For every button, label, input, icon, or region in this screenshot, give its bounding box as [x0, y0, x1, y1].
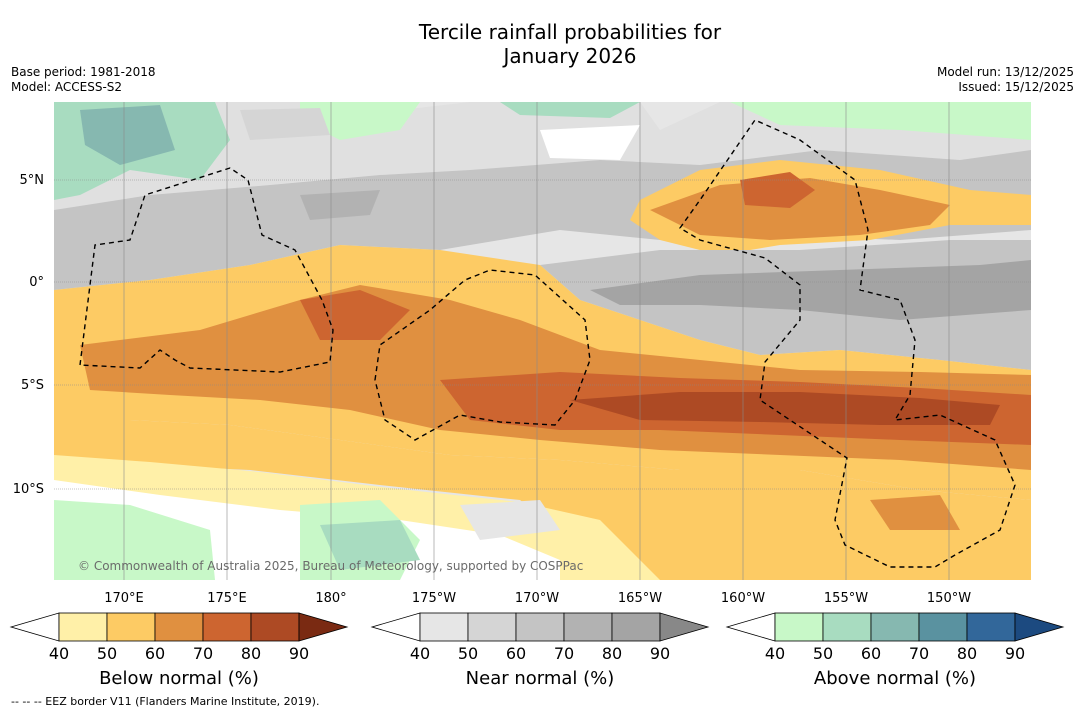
- near-normal-darker-1: [300, 190, 380, 220]
- model-run-date: Model run: 13/12/2025: [936, 65, 1074, 79]
- above-normal-north-1: [300, 102, 420, 140]
- left-metadata: Base period: 1981-2018 Model: ACCESS-S2: [11, 65, 156, 95]
- above-normal-colorbar-tick: 50: [813, 644, 833, 663]
- gridlines: [54, 102, 1031, 580]
- lon-label-175w: 175°W: [412, 591, 456, 606]
- above-normal-colorbar-segment: [822, 612, 872, 642]
- lon-label-180: 180°: [315, 591, 346, 606]
- title-line-2: January 2026: [503, 44, 637, 68]
- near-normal-colorbar-segment: [563, 612, 613, 642]
- lat-label-equator: 0°: [29, 275, 44, 290]
- eez-central: [374, 269, 591, 441]
- lon-label-170e: 170°E: [104, 591, 144, 606]
- below-normal-colorbar-segment: [106, 612, 156, 642]
- below-normal-colorbar-tick: 40: [49, 644, 69, 663]
- lon-label-165w: 165°W: [618, 591, 662, 606]
- above-normal-colorbar-tick: 90: [1005, 644, 1025, 663]
- lon-label-170w: 170°W: [515, 591, 559, 606]
- above-normal-colorbar-segment: [966, 612, 1016, 642]
- near-normal-colorbar-tick: 80: [602, 644, 622, 663]
- lat-label-5n: 5°N: [20, 173, 45, 188]
- above-normal-north-3: [730, 102, 1031, 140]
- near-normal-colorbar-segment: [467, 612, 517, 642]
- above-normal-colorbar-segment: [774, 612, 824, 642]
- above-normal-colorbar-label: Above normal (%): [814, 668, 976, 689]
- above-normal-colorbar-segment: [870, 612, 920, 642]
- above-normal-colorbar: 40 50 60 70 80 90 Above normal (%): [725, 612, 1065, 689]
- above-normal-colorbar-segment: [918, 612, 968, 642]
- below-normal-colorbar-under-arrow: [9, 612, 60, 642]
- base-period: Base period: 1981-2018: [11, 65, 156, 79]
- near-normal-colorbar-tick: 70: [554, 644, 574, 663]
- below-normal-colorbar-segment: [202, 612, 252, 642]
- eez-borders: [79, 119, 1016, 568]
- lat-label-5s: 5°S: [21, 378, 44, 393]
- above-normal-sw: [54, 500, 215, 580]
- below-normal-colorbar-tick: 50: [97, 644, 117, 663]
- map-title: Tercile rainfall probabilities for Janua…: [0, 20, 1085, 68]
- map-area: [54, 102, 1031, 580]
- near-normal-colorbar-tick: 40: [410, 644, 430, 663]
- above-normal-colorbar-tick: 60: [861, 644, 881, 663]
- below-normal-colorbar-segment: [154, 612, 204, 642]
- near-normal-colorbar-label: Near normal (%): [466, 668, 615, 689]
- near-normal-colorbar-segment: [515, 612, 565, 642]
- below-normal-peak: [570, 392, 1000, 425]
- below-normal-colorbar-tick: 80: [241, 644, 261, 663]
- below-normal-colorbar-over-arrow: [298, 612, 349, 642]
- below-normal-north-peak: [740, 172, 815, 208]
- above-normal-colorbar-over-arrow: [1014, 612, 1065, 642]
- below-normal-se-patch: [870, 495, 960, 530]
- grey-patch-1: [240, 108, 330, 140]
- below-normal-colorbar: 40 50 60 70 80 90 Below normal (%): [9, 612, 349, 689]
- near-normal-colorbar-segment: [419, 612, 469, 642]
- near-normal-east-core: [590, 260, 1031, 320]
- above-normal-north-2: [500, 102, 640, 118]
- above-normal-nw-core: [80, 105, 175, 165]
- eez-legend-note: -- -- -- EEZ border V11 (Flanders Marine…: [11, 695, 320, 708]
- lon-label-160w: 160°W: [721, 591, 765, 606]
- below-normal-colorbar-segment: [250, 612, 300, 642]
- below-normal-south: [54, 420, 1031, 580]
- copyright-notice: © Commonwealth of Australia 2025, Bureau…: [78, 559, 583, 573]
- issued-date: Issued: 15/12/2025: [958, 80, 1074, 94]
- near-normal-colorbar-tick: 50: [458, 644, 478, 663]
- eez-west: [79, 167, 334, 373]
- near-normal-colorbar-under-arrow: [370, 612, 421, 642]
- below-normal-colorbar-tick: 70: [193, 644, 213, 663]
- near-normal-colorbar-tick: 90: [650, 644, 670, 663]
- eez-east: [678, 119, 1016, 568]
- above-normal-south-core: [320, 520, 420, 570]
- near-normal-colorbar-segment: [611, 612, 661, 642]
- white-patch-north: [540, 125, 640, 160]
- near-normal-colorbar-tick: 60: [506, 644, 526, 663]
- lat-label-10s: 10°S: [13, 482, 44, 497]
- below-normal-colorbar-tick: 90: [289, 644, 309, 663]
- below-normal-colorbar-segment: [58, 612, 108, 642]
- above-normal-colorbar-tick: 80: [957, 644, 977, 663]
- below-normal-north-core: [650, 178, 950, 240]
- above-normal-colorbar-tick: 70: [909, 644, 929, 663]
- lon-label-155w: 155°W: [824, 591, 868, 606]
- colorbars: 40 50 60 70 80 90 Below normal (%) 40 50 60 70 80 90…: [9, 612, 1065, 689]
- above-normal-colorbar-under-arrow: [725, 612, 776, 642]
- near-normal-colorbar: 40 50 60 70 80 90 Near normal (%): [370, 612, 710, 689]
- below-normal-colorbar-label: Below normal (%): [99, 668, 259, 689]
- below-normal-west-peak: [300, 290, 410, 340]
- right-metadata: Model run: 13/12/2025 Issued: 15/12/2025: [937, 65, 1074, 95]
- lon-label-150w: 150°W: [927, 591, 971, 606]
- above-normal-colorbar-tick: 40: [765, 644, 785, 663]
- model-name: Model: ACCESS-S2: [11, 80, 123, 94]
- lon-label-175e: 175°E: [207, 591, 247, 606]
- below-normal-colorbar-tick: 60: [145, 644, 165, 663]
- grey-south-patch: [460, 500, 560, 540]
- title-line-1: Tercile rainfall probabilities for: [418, 20, 722, 44]
- near-normal-colorbar-over-arrow: [659, 612, 710, 642]
